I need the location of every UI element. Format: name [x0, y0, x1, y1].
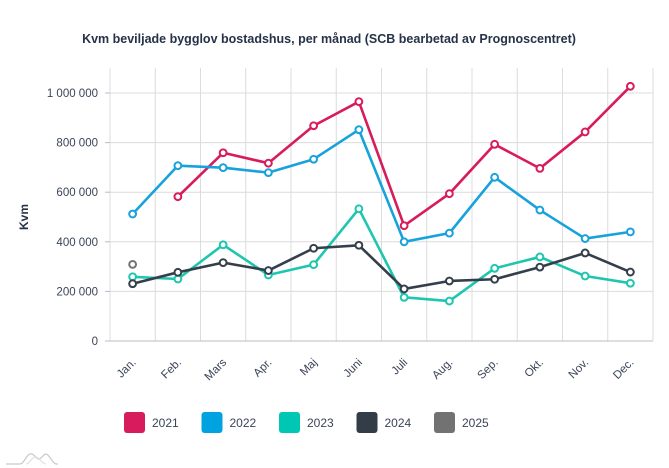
data-point[interactable]: [625, 278, 635, 288]
data-point[interactable]: [444, 296, 454, 306]
data-point[interactable]: [128, 279, 138, 289]
data-point[interactable]: [218, 240, 228, 250]
data-point[interactable]: [309, 260, 319, 270]
legend-item-2023[interactable]: 2023: [279, 412, 334, 433]
data-point[interactable]: [535, 163, 545, 173]
data-point[interactable]: [625, 267, 635, 277]
series-2025: [128, 259, 138, 269]
data-point[interactable]: [263, 168, 273, 178]
grid: [109, 68, 654, 342]
x-tick-label: Feb.: [159, 357, 184, 382]
x-tick-label: Juli: [390, 357, 411, 378]
data-point[interactable]: [128, 209, 138, 219]
y-tick-label: 0: [92, 336, 98, 348]
data-point[interactable]: [173, 267, 183, 277]
x-tick-label: Aug.: [430, 357, 455, 382]
y-axis-label: Kvm: [17, 204, 31, 230]
data-point[interactable]: [399, 292, 409, 302]
mountain-logo-icon: [6, 453, 58, 465]
data-point[interactable]: [399, 237, 409, 247]
data-point[interactable]: [399, 221, 409, 231]
series-line: [131, 128, 632, 244]
data-point[interactable]: [354, 97, 364, 107]
data-point[interactable]: [444, 189, 454, 199]
x-tick-label: Okt.: [523, 357, 546, 380]
legend: 2021 2022 2023 2024 2025: [124, 412, 489, 433]
legend-label: 2024: [385, 416, 412, 430]
x-tick-label: Jan.: [115, 357, 139, 381]
data-point[interactable]: [535, 252, 545, 262]
data-point[interactable]: [580, 127, 590, 137]
y-tick-label: 400 000: [56, 237, 98, 249]
x-axis-ticks: Jan. Feb. Mars Apr. Maj Juni Juli Aug. Sep. Okt. N…: [115, 356, 637, 383]
data-point[interactable]: [580, 271, 590, 281]
y-tick-label: 600 000: [56, 187, 98, 199]
legend-label: 2023: [307, 416, 334, 430]
x-tick-label: Juni: [342, 357, 365, 380]
legend-swatch: [124, 412, 145, 433]
data-point[interactable]: [309, 243, 319, 253]
data-point[interactable]: [354, 204, 364, 214]
legend-item-2025[interactable]: 2025: [434, 412, 489, 433]
series-line: [131, 207, 632, 303]
series-lines: [128, 81, 635, 306]
series-2023: [128, 204, 635, 306]
data-point[interactable]: [625, 227, 635, 237]
data-point[interactable]: [128, 259, 138, 269]
series-2022: [128, 125, 635, 247]
y-axis-ticks: 0 200 000 400 000 600 000 800 000 1 000 000: [47, 88, 110, 348]
data-point[interactable]: [354, 240, 364, 250]
x-tick-label: Nov.: [567, 357, 592, 382]
data-point[interactable]: [309, 154, 319, 164]
data-point[interactable]: [128, 272, 138, 282]
series-line: [131, 243, 632, 291]
legend-swatch: [279, 412, 300, 433]
data-point[interactable]: [444, 276, 454, 286]
legend-item-2022[interactable]: 2022: [201, 412, 257, 433]
legend-label: 2025: [462, 416, 489, 430]
data-point[interactable]: [218, 258, 228, 268]
data-point[interactable]: [444, 228, 454, 238]
data-point[interactable]: [535, 262, 545, 272]
x-tick-label: Apr.: [252, 357, 275, 380]
legend-swatch: [434, 412, 455, 433]
data-point[interactable]: [399, 284, 409, 294]
data-point[interactable]: [309, 121, 319, 131]
legend-label: 2022: [230, 416, 257, 430]
x-tick-label: Sep.: [476, 357, 501, 382]
x-tick-label: Maj: [298, 357, 320, 379]
data-point[interactable]: [535, 205, 545, 215]
y-tick-label: 1 000 000: [47, 88, 98, 100]
data-point[interactable]: [490, 263, 500, 273]
data-point[interactable]: [490, 139, 500, 149]
series-2024: [128, 240, 635, 294]
data-point[interactable]: [218, 163, 228, 173]
data-point[interactable]: [263, 158, 273, 168]
y-tick-label: 200 000: [56, 286, 98, 298]
x-tick-label: Dec.: [611, 357, 636, 382]
legend-label: 2021: [152, 416, 179, 430]
data-point[interactable]: [218, 148, 228, 158]
data-point[interactable]: [173, 161, 183, 171]
y-tick-label: 800 000: [56, 138, 98, 150]
data-point[interactable]: [490, 274, 500, 284]
data-point[interactable]: [173, 192, 183, 202]
x-tick-label: Mars: [203, 356, 230, 383]
legend-swatch: [356, 412, 378, 433]
data-point[interactable]: [263, 266, 273, 275]
data-point[interactable]: [625, 81, 635, 91]
chart-title: Kvm beviljade bygglov bostadshus, per må…: [82, 32, 576, 46]
data-point[interactable]: [354, 125, 364, 135]
legend-swatch: [201, 412, 223, 433]
legend-item-2024[interactable]: 2024: [356, 412, 412, 433]
data-point[interactable]: [490, 172, 500, 182]
data-point[interactable]: [580, 248, 590, 258]
data-point[interactable]: [580, 234, 590, 243]
series-2021: [173, 81, 635, 231]
legend-item-2021[interactable]: 2021: [124, 412, 179, 433]
